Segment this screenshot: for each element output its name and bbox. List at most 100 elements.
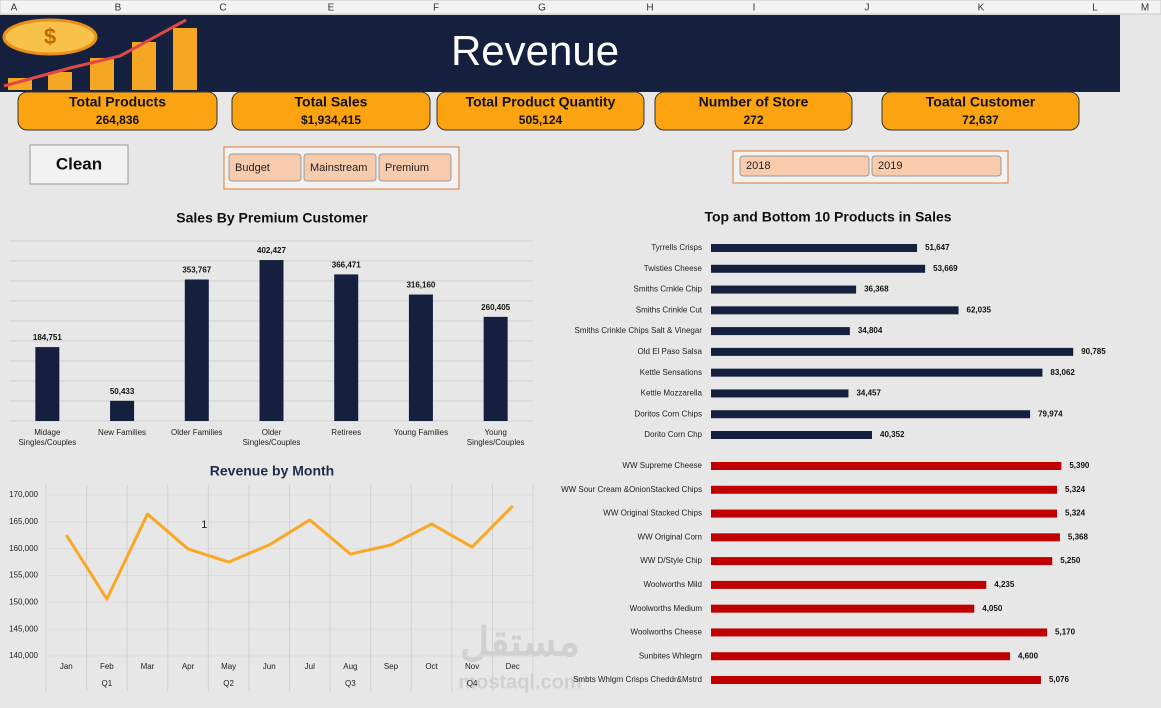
segment-option-label[interactable]: Premium	[385, 162, 429, 174]
y-tick-label: Tyrrells Crisps	[651, 243, 702, 252]
bar	[711, 580, 987, 589]
y-tick-label: 150,000	[9, 597, 38, 606]
y-tick-label: Woolworths Cheese	[631, 628, 703, 637]
x-tick-label: Young Families	[393, 428, 449, 437]
column-letter: A	[11, 3, 18, 14]
segment-option[interactable]	[303, 153, 377, 182]
value-label: 4,050	[982, 604, 1003, 613]
kpi-label: Toatal Customer	[926, 94, 1036, 110]
kpi-card	[231, 91, 431, 131]
y-tick-label: WW Original Corn	[638, 532, 702, 541]
y-tick-label: 160,000	[9, 544, 38, 553]
x-tick-label: Dec	[506, 662, 520, 671]
column-letter: J	[865, 3, 870, 14]
quarter-label: Q2	[223, 679, 234, 688]
segment-option-label[interactable]: Budget	[235, 162, 270, 174]
year-option-label[interactable]: 2018	[746, 160, 770, 172]
value-label: 5,170	[1055, 628, 1076, 637]
y-tick-label: Sunbites Whlegrn	[639, 651, 702, 660]
kpi-label: Total Product Quantity	[466, 94, 616, 110]
bar	[483, 316, 508, 421]
bar	[711, 462, 1062, 470]
header-logo: $	[2, 18, 197, 90]
y-tick-label: WW Supreme Cheese	[622, 461, 702, 470]
x-tick-label: Oct	[425, 662, 438, 671]
bar	[711, 628, 1048, 637]
header-title: Revenue	[451, 27, 619, 74]
segment-option-label[interactable]: Mainstream	[310, 162, 367, 174]
bar	[711, 264, 926, 273]
value-label: 316,160	[406, 281, 435, 290]
y-tick-label: Kettle Mozzarella	[641, 389, 703, 398]
column-letter: M	[1141, 3, 1149, 14]
bar	[711, 347, 1074, 356]
kpi-value: 264,836	[96, 113, 140, 127]
value-label: 53,669	[933, 264, 958, 273]
column-letter: E	[328, 3, 335, 14]
bar	[711, 509, 1058, 518]
y-tick-label: WW Sour Cream &OnionStacked Chips	[561, 485, 702, 494]
value-label: 366,471	[332, 261, 361, 270]
x-tick-label: May	[221, 662, 236, 671]
bar	[184, 279, 209, 421]
x-tick-label: Jan	[60, 662, 73, 671]
clean-button-label[interactable]: Clean	[56, 154, 102, 173]
value-label: 5,390	[1069, 461, 1090, 470]
y-tick-label: Smiths Crinkle Cut	[636, 305, 703, 314]
year-option[interactable]	[739, 155, 870, 177]
bar	[711, 652, 1010, 661]
y-tick-label: Twisties Cheese	[644, 264, 703, 273]
bar	[711, 604, 975, 613]
value-label: 353,767	[182, 266, 211, 275]
x-tick-label: Jun	[263, 662, 276, 671]
value-label: 90,785	[1081, 347, 1106, 356]
segment-option[interactable]	[228, 153, 302, 182]
kpi-value: 72,637	[962, 113, 999, 127]
y-tick-label: Kettle Sensations	[640, 368, 702, 377]
bar	[35, 347, 60, 421]
value-label: 4,235	[994, 580, 1015, 589]
year-option-label[interactable]: 2019	[878, 160, 902, 172]
y-tick-label: Old El Paso Salsa	[638, 347, 703, 356]
column-letter: G	[538, 3, 546, 14]
value-label: 5,076	[1049, 675, 1070, 684]
kpi-label: Number of Store	[699, 94, 809, 110]
x-tick-label: New Families	[98, 428, 147, 437]
value-label: 5,324	[1065, 485, 1086, 494]
bar	[711, 485, 1058, 494]
value-label: 34,457	[856, 389, 881, 398]
x-tick-label: Apr	[182, 662, 195, 671]
kpi-card	[17, 91, 218, 131]
clean-button[interactable]	[29, 144, 129, 185]
column-letter: K	[978, 3, 985, 14]
bar	[259, 260, 284, 421]
value-label: 34,804	[858, 326, 883, 335]
value-label: 4,600	[1018, 651, 1039, 660]
bar	[711, 327, 850, 336]
column-letter: B	[115, 3, 122, 14]
bar	[711, 410, 1031, 419]
x-tick-label: Older Singles/Couples	[242, 428, 301, 447]
y-tick-label: 145,000	[9, 624, 38, 633]
y-tick-label: Woolworths Mild	[643, 580, 702, 589]
watermark-latin: mostaql.com	[458, 671, 581, 693]
kpi-card	[654, 91, 853, 131]
value-label: 50,433	[110, 387, 135, 396]
y-tick-label: Dorito Corn Chp	[644, 430, 702, 439]
segment-option[interactable]	[378, 153, 452, 182]
bar	[408, 294, 433, 421]
year-option[interactable]	[871, 155, 1002, 177]
bar	[711, 285, 857, 294]
y-tick-label: 170,000	[9, 490, 38, 499]
quarter-label: Q1	[102, 679, 113, 688]
value-label: 79,974	[1038, 409, 1063, 418]
x-tick-label: Young Singles/Couples	[466, 428, 525, 447]
bar	[711, 676, 1041, 684]
kpi-card	[436, 91, 645, 131]
y-tick-label: Doritos Corn Chips	[634, 409, 702, 418]
bar	[711, 533, 1060, 542]
bar	[711, 368, 1043, 377]
quarter-label: Q3	[345, 679, 356, 688]
y-tick-label: 165,000	[9, 517, 38, 526]
